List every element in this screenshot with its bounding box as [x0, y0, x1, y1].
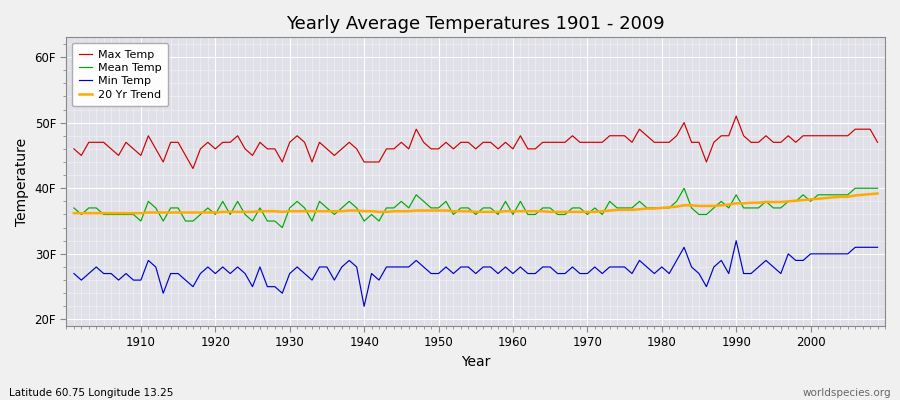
20 Yr Trend — [128, 211, 139, 216]
20 Yr Trend — [508, 209, 518, 214]
Legend: Max Temp, Mean Temp, Min Temp, 20 Yr Trend: Max Temp, Mean Temp, Min Temp, 20 Yr Tre… — [72, 43, 168, 106]
Mean Temp — [872, 186, 883, 191]
Line: 20 Yr Trend: 20 Yr Trend — [74, 194, 878, 213]
Min Temp — [128, 278, 139, 282]
Max Temp — [604, 133, 615, 138]
Max Temp — [731, 114, 742, 118]
Mean Temp — [128, 212, 139, 217]
Min Temp — [337, 264, 347, 269]
Max Temp — [872, 140, 883, 145]
20 Yr Trend — [337, 209, 347, 214]
20 Yr Trend — [872, 191, 883, 196]
20 Yr Trend — [292, 209, 302, 214]
Max Temp — [187, 166, 198, 171]
Line: Min Temp: Min Temp — [74, 241, 878, 306]
Max Temp — [515, 133, 526, 138]
Y-axis label: Temperature: Temperature — [15, 138, 29, 226]
Min Temp — [292, 264, 302, 269]
Mean Temp — [277, 225, 288, 230]
Max Temp — [128, 146, 139, 151]
20 Yr Trend — [68, 211, 79, 216]
Max Temp — [299, 140, 310, 145]
Max Temp — [344, 140, 355, 145]
Max Temp — [68, 146, 79, 151]
Min Temp — [872, 245, 883, 250]
Mean Temp — [508, 212, 518, 217]
Mean Temp — [604, 199, 615, 204]
X-axis label: Year: Year — [461, 355, 491, 369]
Line: Mean Temp: Mean Temp — [74, 188, 878, 228]
Text: Latitude 60.75 Longitude 13.25: Latitude 60.75 Longitude 13.25 — [9, 388, 174, 398]
Mean Temp — [299, 206, 310, 210]
Min Temp — [508, 271, 518, 276]
Mean Temp — [68, 206, 79, 210]
Mean Temp — [515, 199, 526, 204]
20 Yr Trend — [597, 209, 608, 214]
20 Yr Trend — [500, 209, 511, 214]
Min Temp — [68, 271, 79, 276]
Min Temp — [604, 264, 615, 269]
Min Temp — [359, 304, 370, 309]
Line: Max Temp: Max Temp — [74, 116, 878, 168]
Mean Temp — [679, 186, 689, 191]
Max Temp — [508, 146, 518, 151]
Text: worldspecies.org: worldspecies.org — [803, 388, 891, 398]
Title: Yearly Average Temperatures 1901 - 2009: Yearly Average Temperatures 1901 - 2009 — [286, 15, 665, 33]
Min Temp — [515, 264, 526, 269]
Mean Temp — [344, 199, 355, 204]
Min Temp — [731, 238, 742, 243]
